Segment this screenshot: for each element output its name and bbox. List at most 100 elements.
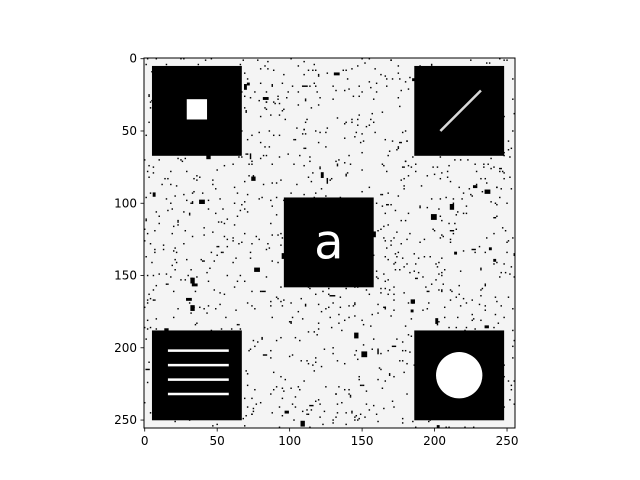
noise-pixel — [260, 291, 261, 292]
noise-pixel — [238, 324, 239, 325]
noise-pixel — [331, 327, 332, 328]
noise-pixel — [380, 194, 381, 195]
noise-pixel — [266, 155, 267, 156]
noise-pixel — [285, 411, 289, 414]
noise-pixel — [147, 299, 148, 300]
noise-pixel — [308, 414, 309, 415]
noise-pixel — [270, 393, 271, 394]
noise-pixel — [441, 257, 442, 258]
noise-pixel — [150, 327, 151, 328]
noise-pixel — [402, 132, 403, 133]
noise-pixel — [373, 98, 374, 99]
noise-pixel — [387, 259, 388, 260]
noise-pixel — [318, 304, 319, 305]
noise-pixel — [380, 292, 381, 293]
noise-pixel — [312, 172, 313, 173]
noise-pixel — [299, 340, 300, 341]
noise-pixel — [374, 68, 375, 69]
noise-pixel — [463, 192, 464, 193]
noise-pixel — [208, 305, 209, 306]
noise-pixel — [272, 317, 273, 318]
noise-pixel — [387, 204, 388, 205]
noise-pixel — [366, 289, 367, 290]
noise-pixel — [303, 165, 304, 166]
noise-pixel — [427, 207, 428, 208]
noise-pixel — [212, 425, 213, 426]
noise-pixel — [189, 213, 190, 214]
noise-pixel — [328, 307, 329, 308]
noise-pixel — [351, 411, 352, 412]
noise-pixel — [296, 127, 297, 128]
noise-pixel — [340, 296, 341, 297]
noise-pixel — [247, 373, 248, 374]
noise-pixel — [315, 70, 316, 71]
noise-pixel — [486, 237, 487, 238]
noise-pixel — [482, 191, 483, 192]
noise-pixel — [508, 140, 509, 141]
noise-pixel — [454, 223, 455, 224]
noise-pixel — [145, 64, 146, 65]
noise-pixel — [206, 272, 207, 273]
noise-pixel — [193, 191, 194, 192]
noise-pixel — [440, 237, 441, 238]
noise-pixel — [332, 419, 333, 420]
noise-pixel — [174, 259, 175, 260]
noise-pixel — [270, 350, 271, 351]
noise-pixel — [406, 239, 407, 240]
noise-pixel — [290, 321, 291, 324]
noise-pixel — [309, 288, 310, 289]
noise-pixel — [345, 424, 346, 425]
noise-pixel — [147, 328, 148, 329]
noise-pixel — [224, 223, 225, 224]
noise-pixel — [216, 169, 217, 170]
noise-pixel — [440, 178, 441, 179]
noise-pixel — [499, 197, 500, 198]
noise-pixel — [501, 272, 502, 273]
noise-pixel — [393, 406, 394, 407]
noise-pixel — [344, 389, 345, 390]
noise-pixel — [512, 98, 513, 99]
noise-pixel — [308, 363, 309, 364]
noise-pixel — [298, 311, 299, 312]
noise-pixel — [422, 309, 423, 310]
noise-pixel — [493, 166, 494, 167]
noise-pixel — [243, 59, 244, 60]
noise-pixel — [398, 72, 399, 73]
noise-pixel — [393, 263, 394, 264]
noise-pixel — [405, 220, 406, 221]
noise-pixel — [198, 64, 199, 65]
noise-pixel — [377, 304, 378, 305]
noise-pixel — [338, 159, 339, 160]
noise-pixel — [266, 109, 267, 110]
noise-pixel — [402, 422, 403, 423]
noise-pixel — [376, 203, 377, 204]
noise-pixel — [386, 85, 387, 86]
noise-pixel — [486, 182, 487, 183]
noise-pixel — [485, 309, 486, 310]
noise-pixel — [272, 85, 273, 86]
noise-pixel — [348, 155, 349, 156]
noise-pixel — [247, 83, 250, 86]
noise-pixel — [472, 249, 476, 250]
noise-pixel — [382, 205, 383, 206]
noise-pixel — [438, 321, 439, 322]
noise-pixel — [305, 148, 306, 149]
noise-pixel — [324, 349, 325, 350]
noise-pixel — [463, 213, 464, 214]
noise-pixel — [382, 111, 383, 112]
image-plot: a — [144, 58, 515, 431]
noise-pixel — [499, 168, 500, 169]
noise-pixel — [234, 187, 235, 188]
noise-pixel — [501, 188, 502, 189]
noise-pixel — [263, 97, 269, 100]
noise-pixel — [511, 389, 512, 390]
noise-pixel — [311, 181, 312, 182]
noise-pixel — [303, 194, 304, 195]
noise-pixel — [150, 243, 151, 244]
noise-pixel — [457, 317, 458, 318]
noise-pixel — [377, 278, 378, 279]
noise-pixel — [173, 226, 174, 227]
noise-pixel — [382, 194, 383, 195]
noise-pixel — [338, 322, 339, 323]
noise-pixel — [347, 172, 348, 173]
